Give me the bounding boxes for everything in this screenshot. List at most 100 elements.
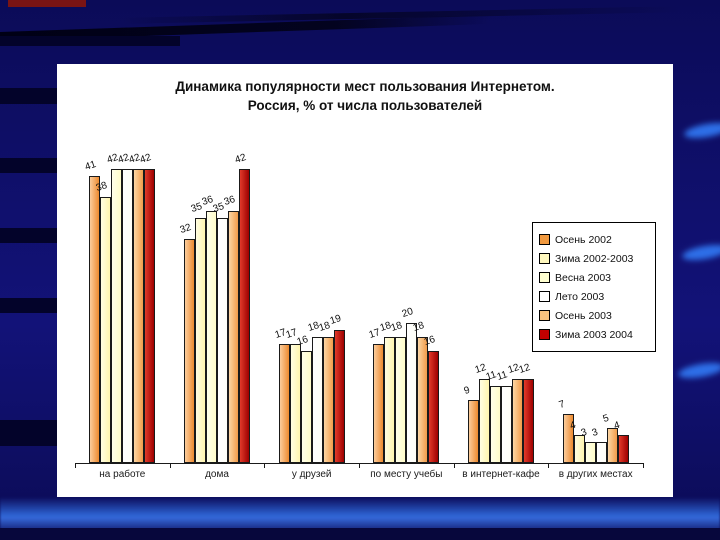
bar — [300, 351, 312, 463]
background-stripe — [0, 158, 57, 173]
legend-swatch — [539, 310, 550, 321]
bar — [406, 323, 418, 463]
bar-value-label: 32 — [178, 222, 193, 236]
bar — [523, 379, 534, 463]
bar — [89, 176, 101, 463]
legend-label: Осень 2002 — [555, 233, 612, 246]
bar — [100, 197, 112, 463]
bar-value-label: 3 — [590, 426, 599, 439]
legend-label: Осень 2003 — [555, 309, 612, 322]
background-stripe — [0, 88, 57, 104]
category-label: в интернет-кафе — [462, 469, 540, 480]
bar — [584, 442, 596, 463]
bar — [144, 169, 156, 463]
chart-panel: Динамика популярности мест пользования И… — [57, 64, 673, 497]
legend-item: Зима 2002-2003 — [539, 249, 649, 268]
bar-group: 17 17 16 18 18 19 — [273, 133, 347, 463]
background-stripe — [0, 36, 180, 46]
bar-value-label: 19 — [328, 313, 343, 327]
bar — [278, 344, 290, 463]
bar — [395, 337, 407, 463]
bar-value-label: 42 — [233, 152, 248, 166]
bar — [373, 344, 385, 463]
category-label: в других местах — [558, 469, 633, 480]
background-stripe — [0, 420, 57, 446]
bar-value-label: 18 — [389, 320, 404, 334]
bar-group: 41 38 42 42 42 42 — [84, 133, 157, 463]
bar — [562, 414, 574, 463]
bar — [111, 169, 123, 463]
bar-value-label: 20 — [400, 306, 415, 320]
chart-title: Динамика популярности мест пользования И… — [57, 77, 673, 115]
legend-item: Лето 2003 — [539, 287, 649, 306]
bar-value-label: 18 — [411, 320, 426, 334]
bar-group: 32 35 36 35 36 42 — [179, 133, 252, 463]
blue-streak — [677, 360, 720, 381]
bar — [206, 211, 217, 463]
legend-label: Зима 2003 2004 — [555, 328, 633, 341]
bar-value-label: 16 — [295, 334, 310, 348]
category-label: по месту учебы — [370, 469, 443, 480]
bar — [490, 386, 501, 463]
bar-value-label: 5 — [601, 412, 610, 425]
bar — [428, 351, 440, 463]
legend-swatch — [539, 291, 550, 302]
bar — [606, 428, 618, 463]
background-stripe — [0, 228, 57, 243]
bar-value-label: 12 — [517, 362, 532, 376]
chart-title-line2: Россия, % от числа пользователей — [247, 98, 483, 113]
plot-area: 41 38 42 42 42 42 32 35 36 35 36 42 17 17 16 18 18 19 17 18… — [75, 133, 643, 463]
legend: Осень 2002 Зима 2002-2003 Весна 2003 Лето 2… — [532, 222, 656, 352]
legend-item: Весна 2003 — [539, 268, 649, 287]
bar — [322, 337, 334, 463]
bar-value-label: 7 — [557, 398, 566, 411]
bottom-dark-band — [0, 528, 720, 540]
legend-item: Осень 2003 — [539, 306, 649, 325]
bar-value-label: 42 — [138, 152, 153, 166]
bar-group: 9 12 11 11 12 12 — [463, 133, 536, 463]
bar — [501, 386, 512, 463]
bar — [333, 330, 345, 463]
bar — [468, 400, 479, 463]
bar — [228, 211, 239, 463]
bar-value-label: 16 — [422, 334, 437, 348]
bar-value-label: 38 — [94, 180, 109, 194]
axis-tick — [453, 464, 455, 468]
bar-value-label: 9 — [462, 384, 472, 397]
blue-streak — [681, 242, 720, 263]
bar — [122, 169, 134, 463]
bar — [512, 379, 523, 463]
bar-value-label: 11 — [495, 369, 509, 383]
axis-tick — [643, 464, 644, 468]
blue-streak — [683, 120, 720, 141]
bar — [133, 169, 145, 463]
x-axis-line — [75, 463, 644, 464]
bar — [217, 218, 228, 463]
bar — [617, 435, 629, 463]
bar — [239, 169, 250, 463]
legend-item: Зима 2003 2004 — [539, 325, 649, 344]
bar — [595, 442, 607, 463]
bar — [195, 218, 206, 463]
bar-value-label: 36 — [222, 194, 237, 208]
bar — [184, 239, 195, 463]
maroon-accent-strip — [8, 0, 86, 7]
bar — [311, 337, 323, 463]
category-axis: на работе дома у друзей по месту учебы в инт… — [75, 469, 643, 485]
legend-label: Зима 2002-2003 — [555, 252, 634, 265]
bar — [573, 435, 585, 463]
legend-label: Лето 2003 — [555, 290, 605, 303]
legend-swatch — [539, 253, 550, 264]
bar-value-label: 41 — [83, 159, 98, 173]
legend-swatch — [539, 329, 550, 340]
background-stripe — [0, 298, 57, 313]
axis-tick — [169, 464, 171, 468]
bar — [384, 337, 396, 463]
axis-tick — [359, 464, 360, 468]
legend-swatch — [539, 234, 550, 245]
category-label: на работе — [99, 469, 146, 480]
bar — [479, 379, 490, 463]
bar — [289, 344, 301, 463]
